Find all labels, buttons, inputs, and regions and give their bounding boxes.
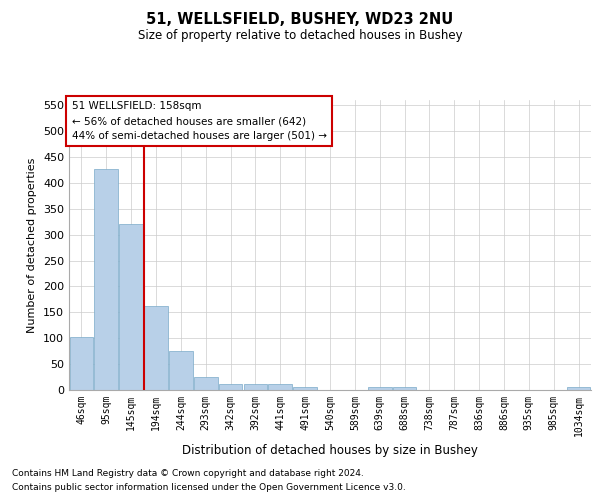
Text: Contains HM Land Registry data © Crown copyright and database right 2024.: Contains HM Land Registry data © Crown c… xyxy=(12,468,364,477)
Bar xyxy=(194,376,218,390)
Bar xyxy=(293,387,317,390)
Bar xyxy=(393,388,416,390)
Text: 51 WELLSFIELD: 158sqm
← 56% of detached houses are smaller (642)
44% of semi-det: 51 WELLSFIELD: 158sqm ← 56% of detached … xyxy=(71,102,326,141)
Y-axis label: Number of detached properties: Number of detached properties xyxy=(28,158,37,332)
Bar xyxy=(119,224,143,390)
Bar xyxy=(368,388,392,390)
Bar xyxy=(268,384,292,390)
Text: 51, WELLSFIELD, BUSHEY, WD23 2NU: 51, WELLSFIELD, BUSHEY, WD23 2NU xyxy=(146,12,454,28)
X-axis label: Distribution of detached houses by size in Bushey: Distribution of detached houses by size … xyxy=(182,444,478,458)
Bar xyxy=(219,384,242,390)
Bar xyxy=(70,336,93,390)
Bar xyxy=(94,169,118,390)
Text: Contains public sector information licensed under the Open Government Licence v3: Contains public sector information licen… xyxy=(12,484,406,492)
Text: Size of property relative to detached houses in Bushey: Size of property relative to detached ho… xyxy=(137,29,463,42)
Bar xyxy=(144,306,168,390)
Bar xyxy=(567,388,590,390)
Bar xyxy=(169,351,193,390)
Bar xyxy=(244,384,267,390)
